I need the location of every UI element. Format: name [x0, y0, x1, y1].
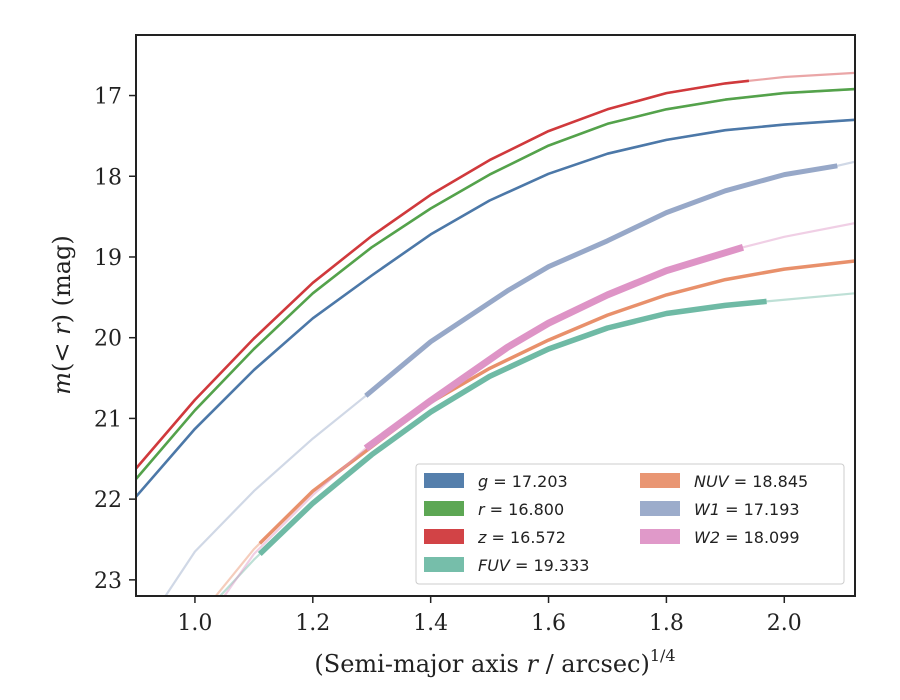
series-nuv-line: [258, 259, 855, 545]
y-label-m: m: [48, 372, 76, 395]
legend-box: [415, 463, 845, 585]
x-label-prefix: (Semi-major axis: [314, 650, 526, 678]
series-r-line: [136, 87, 855, 480]
series-g-extrapolated-line: [136, 118, 855, 498]
y-tick-label: 19: [94, 246, 122, 271]
legend-swatch-fuv: [424, 557, 464, 572]
y-tick-label: 21: [94, 407, 122, 432]
x-tick-label: 1.2: [295, 611, 330, 636]
series-r-extrapolated-line: [136, 87, 855, 481]
series-fuv-line: [257, 298, 767, 556]
legend-swatch-nuv: [640, 473, 680, 488]
x-tick-label: 2.0: [767, 611, 802, 636]
series-layer: [136, 71, 855, 596]
legend-swatch-w2: [640, 529, 680, 544]
legend-label-z: z = 16.572: [477, 528, 566, 547]
x-tick-label: 1.6: [531, 611, 566, 636]
ticks-layer: 1.0 1.2 1.4 1.6 1.8 2.0 17 18 19 20 21 22 23: [94, 85, 802, 636]
legend-swatch-g: [424, 473, 464, 488]
y-tick-label: 22: [94, 488, 122, 513]
series-z-line: [136, 79, 750, 470]
x-axis-label: (Semi-major axis r / arcsec)1/4: [314, 646, 675, 678]
y-tick-label: 20: [94, 327, 122, 352]
legend-swatch-w1: [640, 501, 680, 516]
y-label-mid: (<: [48, 335, 76, 372]
y-tick-label: 23: [94, 569, 122, 594]
legend-label-w1: W1 = 17.193: [694, 500, 800, 519]
y-tick-label: 17: [94, 85, 122, 110]
x-tick-label: 1.4: [413, 611, 448, 636]
series-z-extrapolated-line: [136, 71, 855, 470]
legend-swatch-r: [424, 501, 464, 516]
legend-label-r: r = 16.800: [478, 500, 564, 519]
legend-label-g: g = 17.203: [478, 472, 568, 491]
legend-label-nuv: NUV = 18.845: [694, 472, 808, 491]
legend-label-w2: W2 = 18.099: [694, 528, 800, 547]
x-label-suffix: / arcsec): [538, 650, 650, 678]
y-label-r: r: [48, 322, 76, 335]
legend: g = 17.203 r = 16.800 z = 16.572 FUV = 19.3…: [415, 463, 845, 585]
x-tick-label: 1.8: [649, 611, 684, 636]
series-w1-line: [364, 163, 838, 398]
y-tick-label: 18: [94, 165, 122, 190]
x-tick-label: 1.0: [177, 611, 212, 636]
y-axis-label: m(< r) (mag): [48, 235, 76, 395]
legend-swatch-z: [424, 529, 464, 544]
x-label-var: r: [526, 650, 539, 678]
y-label-end: ) (mag): [48, 235, 76, 323]
plot-frame: [135, 34, 856, 597]
series-w2-line: [363, 243, 745, 452]
legend-label-fuv: FUV = 19.333: [478, 556, 589, 575]
series-g-line: [136, 118, 855, 498]
x-label-exponent: 1/4: [650, 646, 676, 665]
